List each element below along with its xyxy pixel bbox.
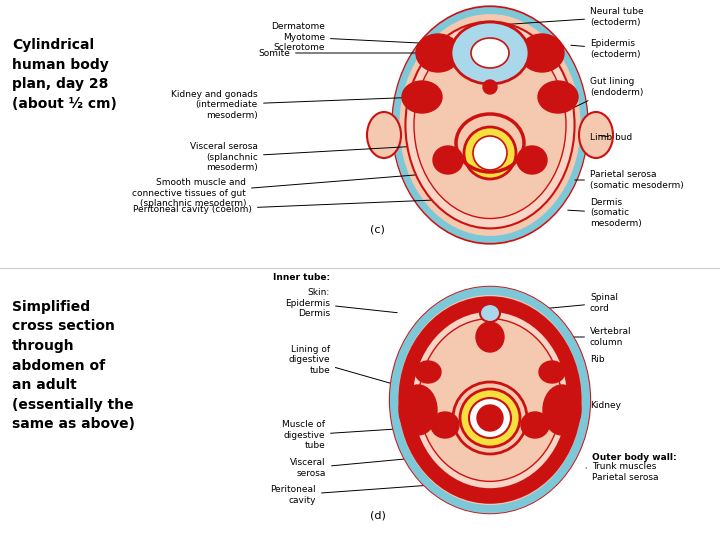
Text: (c): (c)	[370, 225, 385, 235]
Ellipse shape	[433, 146, 463, 174]
Text: Kidney: Kidney	[564, 401, 621, 410]
Ellipse shape	[412, 310, 568, 489]
Text: Vertebral
column: Vertebral column	[507, 327, 631, 347]
Ellipse shape	[451, 22, 529, 84]
Ellipse shape	[521, 412, 549, 438]
Text: Peritoneal
cavity: Peritoneal cavity	[271, 485, 429, 505]
Text: Visceral
serosa: Visceral serosa	[290, 455, 445, 478]
Ellipse shape	[460, 389, 520, 447]
Ellipse shape	[405, 22, 575, 228]
Text: (d): (d)	[370, 511, 386, 521]
Ellipse shape	[579, 112, 613, 158]
Text: Spinal
cord: Spinal cord	[501, 293, 618, 313]
Ellipse shape	[480, 304, 500, 322]
Ellipse shape	[517, 146, 547, 174]
Text: Dermis
(somatic
mesoderm): Dermis (somatic mesoderm)	[568, 198, 642, 228]
Ellipse shape	[538, 81, 578, 113]
Ellipse shape	[416, 34, 460, 72]
Ellipse shape	[402, 81, 442, 113]
Text: Epidermis
(ectoderm): Epidermis (ectoderm)	[571, 39, 641, 59]
Text: Kidney and gonads
(intermediate
mesoderm): Kidney and gonads (intermediate mesoderm…	[171, 90, 419, 120]
Ellipse shape	[483, 80, 497, 94]
Text: Dermatome
Myotome
Sclerotome: Dermatome Myotome Sclerotome	[271, 22, 457, 52]
Text: Muscle of
digestive
tube: Muscle of digestive tube	[282, 420, 455, 450]
Text: Rib: Rib	[554, 355, 605, 372]
Text: Trunk: Trunk	[493, 492, 526, 502]
Text: Smooth muscle and
connective tissues of gut
(splanchnic mesoderm): Smooth muscle and connective tissues of …	[132, 173, 437, 208]
Ellipse shape	[419, 319, 562, 481]
Text: Limb bud: Limb bud	[590, 132, 632, 141]
Ellipse shape	[520, 34, 564, 72]
Ellipse shape	[431, 412, 459, 438]
Ellipse shape	[471, 38, 509, 68]
Text: Trunk muscles
Parietal serosa: Trunk muscles Parietal serosa	[586, 462, 659, 482]
Text: Visceral serosa
(splanchnic
mesoderm): Visceral serosa (splanchnic mesoderm)	[190, 142, 435, 172]
Ellipse shape	[415, 361, 441, 383]
Ellipse shape	[414, 31, 566, 219]
Text: Cylindrical
human body
plan, day 28
(about ½ cm): Cylindrical human body plan, day 28 (abo…	[12, 38, 117, 111]
Ellipse shape	[543, 385, 581, 435]
Text: Simplified
cross section
through
abdomen of
an adult
(essentially the
same as ab: Simplified cross section through abdomen…	[12, 300, 135, 431]
Text: Lining of
digestive
tube: Lining of digestive tube	[289, 345, 467, 405]
Text: Peritoneal cavity (coelom): Peritoneal cavity (coelom)	[133, 200, 432, 214]
Ellipse shape	[367, 112, 401, 158]
Text: Inner tube:: Inner tube:	[273, 273, 330, 281]
Text: Skin:
Epidermis
Dermis: Skin: Epidermis Dermis	[285, 288, 397, 318]
Ellipse shape	[477, 405, 503, 431]
Ellipse shape	[469, 398, 511, 438]
Ellipse shape	[476, 322, 504, 352]
Ellipse shape	[464, 127, 516, 179]
Ellipse shape	[392, 6, 588, 243]
Ellipse shape	[539, 361, 565, 383]
Ellipse shape	[390, 287, 590, 513]
Text: Outer body wall:: Outer body wall:	[592, 454, 677, 462]
Text: Neural tube
(ectoderm): Neural tube (ectoderm)	[501, 8, 644, 26]
Text: Gut lining
(endoderm): Gut lining (endoderm)	[510, 77, 644, 138]
Text: Somite: Somite	[258, 49, 435, 57]
Ellipse shape	[473, 136, 507, 170]
Ellipse shape	[399, 385, 437, 435]
Ellipse shape	[400, 298, 580, 502]
Text: Parietal serosa
(somatic mesoderm): Parietal serosa (somatic mesoderm)	[575, 170, 684, 190]
